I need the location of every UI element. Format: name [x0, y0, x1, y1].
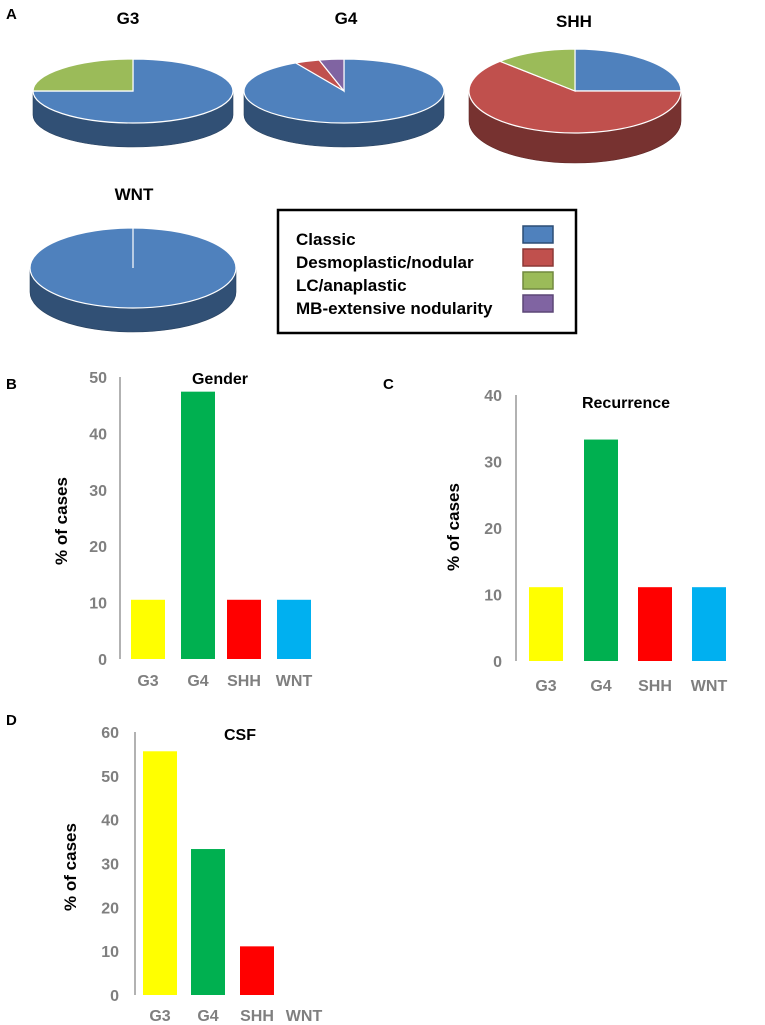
pie-slice-shh-desmoplastic — [468, 60, 682, 134]
pie-chart-wnt: WNT — [29, 185, 237, 333]
y-tick-csf-10: 10 — [101, 944, 119, 961]
y-tick-recurrence-0: 0 — [493, 654, 502, 671]
pie-chart-shh: SHH — [468, 12, 682, 164]
pie-slice-g4-mbe — [317, 58, 345, 93]
legend: Classic Desmoplastic/nodular LC/anaplast… — [276, 208, 578, 335]
x-tick-gender-g3: G3 — [137, 673, 158, 690]
legend-label-lc: LC/anaplastic — [296, 276, 407, 295]
legend-label-classic: Classic — [296, 230, 356, 249]
x-tick-recurrence-g4: G4 — [590, 678, 611, 695]
x-tick-gender-wnt: WNT — [276, 673, 313, 690]
y-tick-csf-50: 50 — [101, 769, 119, 786]
y-tick-gender-10: 10 — [89, 596, 107, 613]
bar-gender-shh — [227, 599, 261, 659]
x-tick-gender-g4: G4 — [187, 673, 208, 690]
legend-swatch-lc — [522, 271, 554, 290]
legend-swatch-mbe — [522, 294, 554, 313]
bar-csf-g4 — [191, 849, 225, 995]
x-tick-gender-shh: SHH — [227, 673, 261, 690]
pie-chart-g3: G3 — [32, 9, 234, 148]
y-tick-gender-0: 0 — [98, 652, 107, 669]
chart-title-recurrence: Recurrence — [582, 395, 670, 412]
y-tick-csf-40: 40 — [101, 813, 119, 830]
y-tick-gender-20: 20 — [89, 539, 107, 556]
panel-label-c: C — [383, 376, 394, 393]
chart-title-csf: CSF — [224, 727, 256, 744]
legend-label-mbe: MB-extensive nodularity — [296, 299, 493, 318]
x-tick-csf-wnt: WNT — [286, 1008, 323, 1025]
bar-recurrence-wnt — [692, 587, 726, 661]
y-tick-recurrence-40: 40 — [484, 388, 502, 405]
panel-label-d: D — [6, 712, 17, 729]
x-tick-csf-g3: G3 — [149, 1008, 170, 1025]
x-tick-recurrence-g3: G3 — [535, 678, 556, 695]
pie-title-shh: SHH — [556, 12, 592, 31]
pie-title-g4: G4 — [335, 9, 358, 28]
y-tick-gender-50: 50 — [89, 370, 107, 387]
x-tick-csf-shh: SHH — [240, 1008, 274, 1025]
y-tick-recurrence-20: 20 — [484, 521, 502, 538]
bar-gender-g3 — [131, 599, 165, 659]
y-tick-csf-60: 60 — [101, 725, 119, 742]
bar-recurrence-g3 — [529, 587, 563, 661]
y-tick-csf-30: 30 — [101, 857, 119, 874]
bar-gender-g4 — [181, 391, 215, 659]
pie-slice-shh-lc — [498, 48, 576, 92]
y-axis-label-csf: % of cases — [61, 823, 80, 911]
y-tick-csf-0: 0 — [110, 988, 119, 1005]
panel-label-b: B — [6, 376, 17, 393]
panel-label-a: A — [6, 6, 17, 23]
legend-swatch-desmoplastic — [522, 248, 554, 267]
y-tick-recurrence-10: 10 — [484, 588, 502, 605]
pie-chart-g4: G4 — [243, 9, 445, 148]
y-tick-gender-30: 30 — [89, 483, 107, 500]
bar-gender-wnt — [277, 599, 311, 659]
pie-slice-g3-lc — [32, 58, 134, 92]
bar-recurrence-shh — [638, 587, 672, 661]
bar-chart-csf: CSF % of cases 0 10 20 30 40 50 60 G3 G4 SHH WNT — [61, 725, 322, 1025]
bar-chart-gender: Gender % of cases 0 10 20 30 40 50 G3 G4 SHH WNT — [52, 370, 312, 690]
x-tick-csf-g4: G4 — [197, 1008, 218, 1025]
pie-title-g3: G3 — [117, 9, 140, 28]
bar-csf-shh — [240, 946, 274, 995]
pie-title-wnt: WNT — [115, 185, 154, 204]
x-tick-recurrence-shh: SHH — [638, 678, 672, 695]
pie-slice-shh-classic — [574, 48, 682, 92]
y-axis-label-gender: % of cases — [52, 477, 71, 565]
y-tick-recurrence-30: 30 — [484, 455, 502, 472]
y-axis-label-recurrence: % of cases — [444, 483, 463, 571]
legend-swatch-classic — [522, 225, 554, 244]
x-tick-recurrence-wnt: WNT — [691, 678, 728, 695]
bar-recurrence-g4 — [584, 439, 618, 661]
y-tick-gender-40: 40 — [89, 426, 107, 443]
bar-csf-g3 — [143, 751, 177, 995]
bar-chart-recurrence: Recurrence % of cases 0 10 20 30 40 G3 G4 SHH WN… — [444, 388, 727, 695]
chart-title-gender: Gender — [192, 371, 248, 388]
y-tick-csf-20: 20 — [101, 900, 119, 917]
legend-label-desmoplastic: Desmoplastic/nodular — [296, 253, 474, 272]
